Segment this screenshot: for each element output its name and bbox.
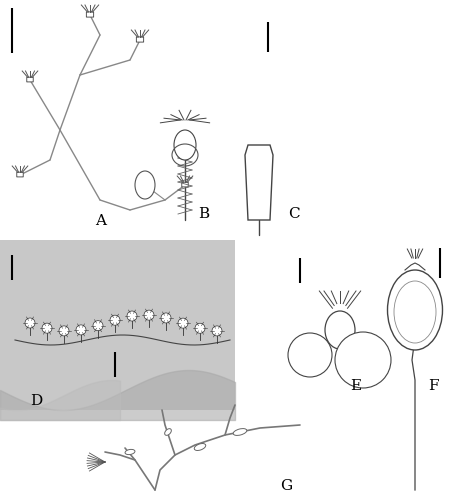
Text: C: C	[288, 207, 300, 221]
Circle shape	[59, 326, 69, 336]
Ellipse shape	[194, 444, 206, 450]
Ellipse shape	[165, 428, 171, 436]
FancyBboxPatch shape	[182, 182, 188, 187]
Circle shape	[127, 311, 137, 321]
Text: E: E	[350, 379, 361, 393]
Circle shape	[144, 310, 154, 320]
Circle shape	[335, 332, 391, 388]
Circle shape	[195, 324, 205, 334]
Circle shape	[76, 325, 86, 335]
Circle shape	[110, 315, 120, 325]
Ellipse shape	[233, 428, 247, 436]
Ellipse shape	[135, 171, 155, 199]
Ellipse shape	[174, 130, 196, 160]
Ellipse shape	[125, 450, 135, 454]
Polygon shape	[245, 145, 273, 220]
Circle shape	[42, 323, 52, 333]
FancyBboxPatch shape	[136, 37, 143, 42]
Text: D: D	[30, 394, 42, 408]
Circle shape	[161, 313, 171, 323]
Text: B: B	[198, 207, 209, 221]
Text: A: A	[95, 214, 106, 228]
Circle shape	[212, 326, 222, 336]
Ellipse shape	[388, 270, 443, 350]
Text: G: G	[280, 479, 292, 493]
Circle shape	[25, 318, 35, 328]
FancyBboxPatch shape	[86, 12, 94, 17]
Circle shape	[288, 333, 332, 377]
Ellipse shape	[325, 311, 355, 349]
Circle shape	[93, 320, 103, 330]
FancyBboxPatch shape	[27, 77, 33, 82]
Circle shape	[178, 318, 188, 328]
FancyBboxPatch shape	[17, 172, 23, 177]
Bar	[0, 240, 235, 410]
Text: F: F	[428, 379, 439, 393]
